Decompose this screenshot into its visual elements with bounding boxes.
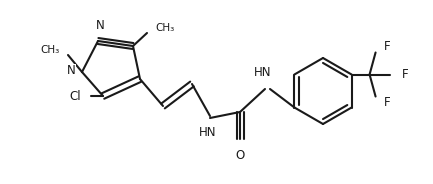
Text: F: F [401, 68, 408, 81]
Text: N: N [96, 19, 104, 32]
Text: F: F [384, 96, 390, 109]
Text: Cl: Cl [69, 89, 81, 102]
Text: CH₃: CH₃ [41, 45, 60, 55]
Text: HN: HN [254, 66, 272, 79]
Text: CH₃: CH₃ [155, 23, 174, 33]
Text: O: O [236, 149, 245, 162]
Text: F: F [384, 40, 390, 53]
Text: N: N [67, 63, 76, 77]
Text: HN: HN [199, 126, 217, 139]
